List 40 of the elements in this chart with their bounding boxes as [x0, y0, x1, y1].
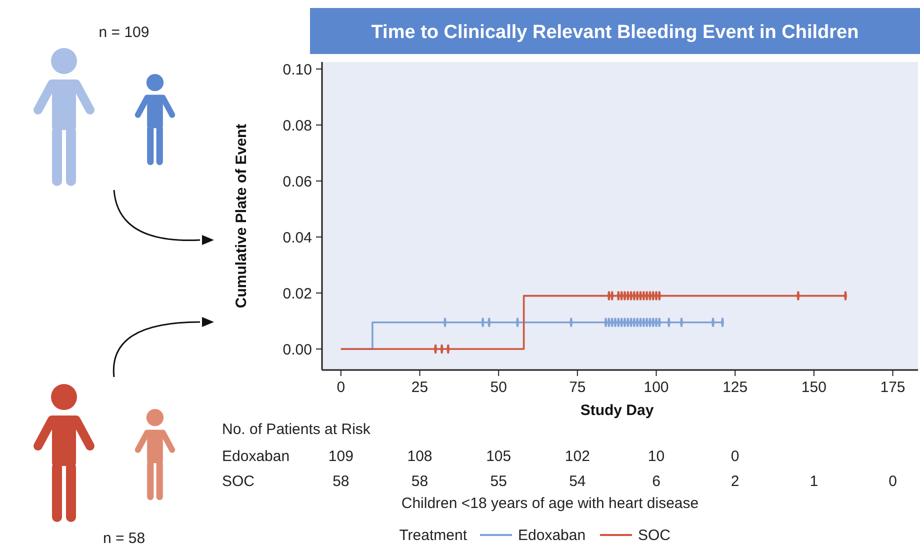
text: Children <18 years of age with heart disease: [401, 495, 699, 512]
text: 1: [810, 473, 818, 490]
text: 58: [411, 473, 428, 490]
text: 0: [730, 448, 740, 465]
text: 54: [569, 473, 586, 490]
x-tick-label: 25: [411, 379, 428, 396]
chart-title: Time to Clinically Relevant Bleeding Event in Children: [371, 22, 859, 43]
text: 58: [332, 473, 350, 490]
y-tick-label: 0.00: [282, 341, 312, 358]
text: SOC: [222, 473, 255, 490]
y-tick-label: 0.04: [282, 229, 312, 246]
y-axis-title: Cumulative Plate of Event: [233, 124, 250, 308]
text: 108: [407, 448, 432, 465]
legend-label: Edoxaban: [518, 527, 586, 544]
x-tick-label: 150: [801, 379, 826, 396]
y-tick-label: 0.10: [282, 61, 312, 78]
text: 105: [486, 448, 512, 465]
x-tick-label: 100: [644, 379, 669, 396]
text: 0: [888, 473, 897, 490]
x-tick-label: 175: [880, 379, 906, 396]
y-tick-label: 0.06: [282, 173, 312, 190]
text: No. of Patients at Risk: [222, 421, 371, 438]
text: n = 109: [98, 24, 150, 41]
x-axis-title: Study Day: [580, 402, 654, 419]
text: n = 58: [102, 530, 146, 547]
x-tick-label: 0: [336, 379, 346, 396]
legend-label: SOC: [638, 527, 671, 544]
legend-title: Treatment: [399, 527, 468, 544]
text: Edoxaban: [222, 448, 290, 465]
text: 55: [490, 473, 507, 490]
text: 10: [648, 448, 665, 465]
text: 6: [652, 473, 660, 490]
text: 102: [564, 448, 590, 465]
x-tick-label: 75: [569, 379, 586, 396]
y-tick-label: 0.02: [282, 285, 312, 302]
y-tick-label: 0.08: [282, 117, 312, 134]
text: 2: [730, 473, 740, 490]
x-tick-label: 125: [722, 379, 748, 396]
x-tick-label: 50: [490, 379, 507, 396]
text: 109: [328, 448, 354, 465]
